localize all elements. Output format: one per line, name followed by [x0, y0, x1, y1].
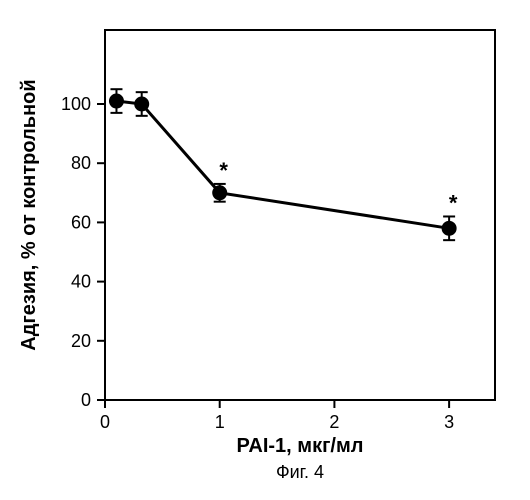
y-tick-label: 60 [71, 212, 91, 232]
chart-container: 0 1 2 3 0 20 40 60 80 100 PAI-1, мкг/мл Адгезия, % … [0, 0, 530, 500]
data-point [213, 186, 227, 200]
y-tick-label: 40 [71, 272, 91, 292]
x-tick-label: 0 [100, 412, 110, 432]
chart-svg: 0 1 2 3 0 20 40 60 80 100 PAI-1, мкг/мл Адгезия, % … [0, 0, 530, 500]
y-axis-label: Адгезия, % от контрольной [18, 79, 40, 350]
data-point [135, 97, 149, 111]
significance-star: * [449, 190, 458, 215]
x-tick-label: 1 [215, 412, 225, 432]
y-tick-label: 80 [71, 153, 91, 173]
y-tick-label: 20 [71, 331, 91, 351]
figure-caption: Фиг. 4 [276, 462, 324, 482]
data-point [109, 94, 123, 108]
plot-area [105, 30, 495, 400]
y-tick-label: 0 [81, 390, 91, 410]
significance-star: * [219, 158, 228, 183]
y-tick-label: 100 [61, 94, 91, 114]
x-tick-label: 2 [329, 412, 339, 432]
data-point [442, 221, 456, 235]
x-axis-label: PAI-1, мкг/мл [237, 435, 364, 457]
series-line [116, 101, 449, 228]
x-tick-label: 3 [444, 412, 454, 432]
